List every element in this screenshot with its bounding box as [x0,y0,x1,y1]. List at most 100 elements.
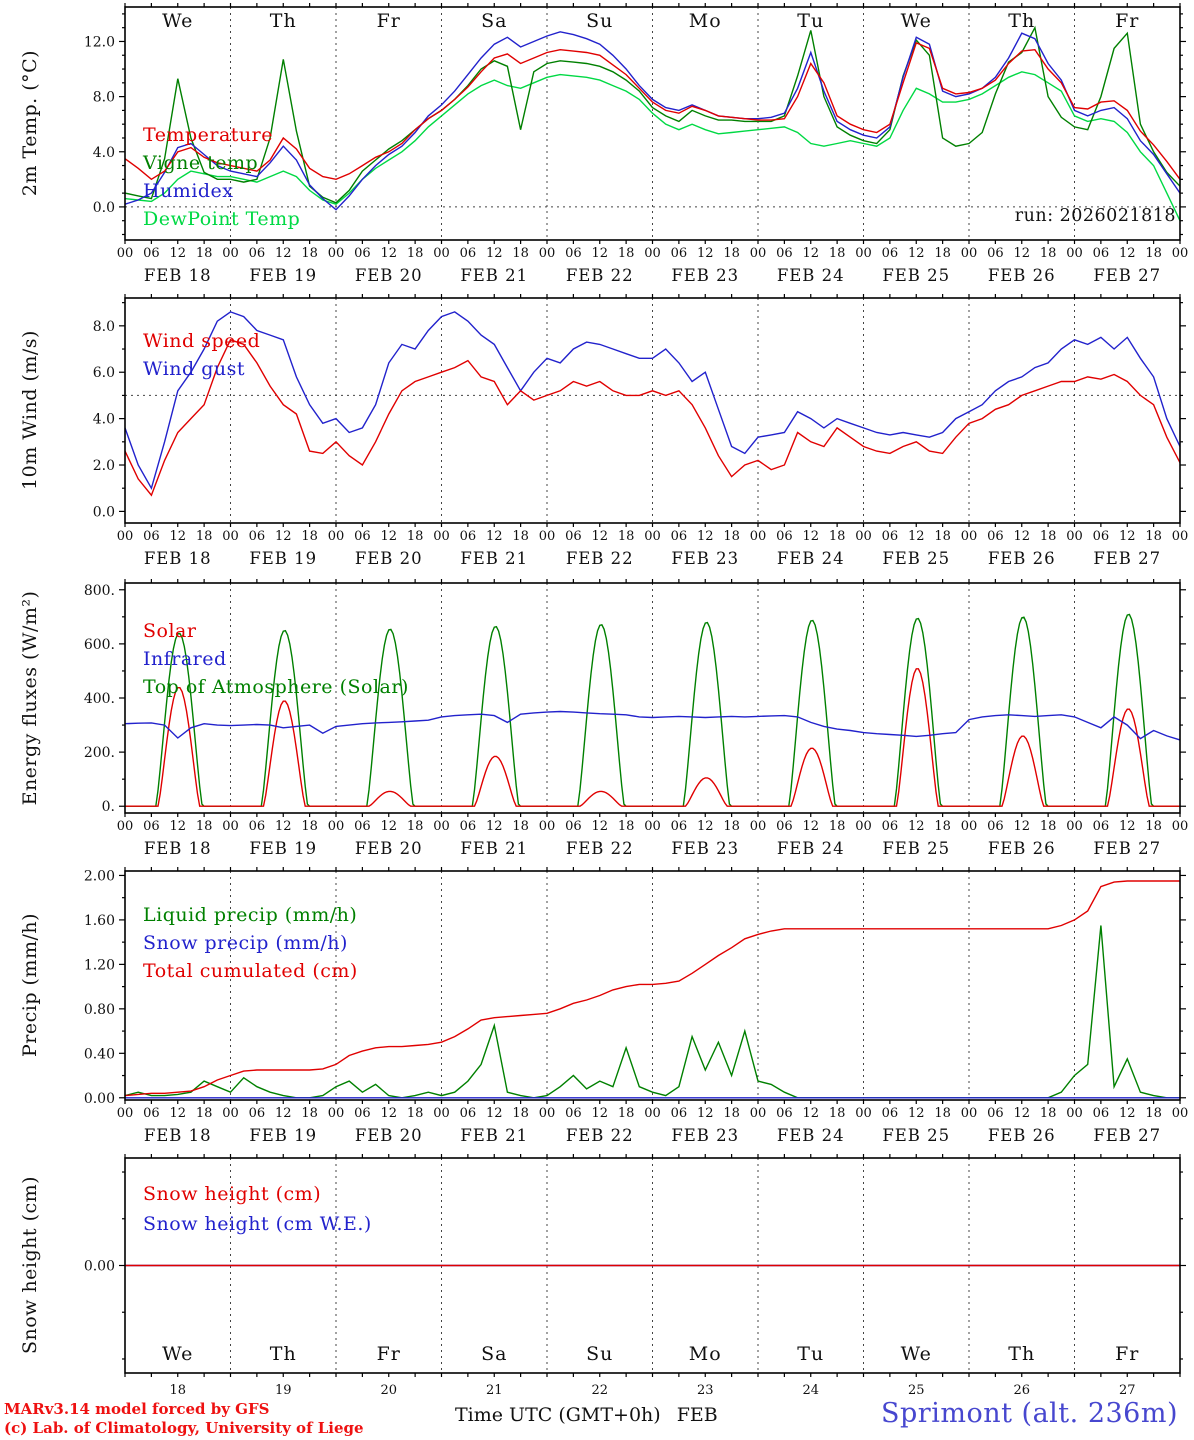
panel-temp: 0.0 4.0 8.0 12.0 00 06 12 18 00 06 12 18 00 06 12 18 00 0… [84,3,1188,285]
panel-snow: 0.00 18 19 20 21 22 23 24 25 26 27 We Th Fr Sa Su Mo Tu We… [84,1154,1186,1398]
y-tick-label: 4.0 [93,412,115,428]
x-tick-label: 06 [565,1106,582,1121]
x-tick-label: 12 [591,246,608,261]
footer-model-credit: MARv3.14 model forced by GFS [4,1400,270,1418]
day-name-label: Su [586,10,613,32]
day-name-label: Fr [377,10,401,32]
x-tick-label: 06 [143,819,160,834]
x-tick-label: 12 [169,1106,186,1121]
y-tick-label: 800. [84,583,115,599]
y-axis-title-energy: Energy fluxes (W/m²) [19,590,41,806]
x-tick-label: 06 [671,246,688,261]
date-label: FEB 25 [882,549,950,568]
x-tick-label: 06 [143,529,160,544]
plot-frame [124,297,1181,524]
date-label: FEB 22 [566,839,634,858]
infrared-line [124,710,1181,741]
x-tick-label: 00 [1172,529,1189,544]
date-label: FEB 22 [566,549,634,568]
y-axis-title-snow: Snow height (cm) [19,1175,41,1355]
x-tick-label: 18 [1145,246,1162,261]
day-name-label: We [901,1343,932,1365]
x-tick-label: 06 [565,246,582,261]
date-label: FEB 24 [777,266,845,285]
date-label: FEB 20 [355,266,423,285]
x-tick-label: 12 [275,529,292,544]
date-label: FEB 27 [1093,839,1161,858]
day-number-label: 25 [908,1383,925,1398]
y-tick-label: 1.20 [84,957,115,973]
plot-frame [124,870,1181,1101]
x-tick-label: 18 [301,529,318,544]
x-tick-label: 00 [644,1106,661,1121]
x-tick-label: 06 [776,1106,793,1121]
x-tick-label: 18 [196,819,213,834]
day-number-label: 23 [697,1383,714,1398]
date-label: FEB 20 [355,549,423,568]
day-number-label: 18 [169,1383,186,1398]
x-tick-label: 12 [1119,529,1136,544]
date-label: FEB 19 [249,549,317,568]
date-label: FEB 21 [460,549,528,568]
x-tick-label: 06 [460,819,477,834]
x-tick-label: 18 [407,1106,424,1121]
x-tick-label: 00 [750,1106,767,1121]
x-tick-label: 12 [275,819,292,834]
x-tick-label: 00 [328,246,345,261]
day-name-label: Mo [689,10,722,32]
x-tick-label: 00 [1066,819,1083,834]
x-tick-label: 06 [776,819,793,834]
day-name-label: Mo [689,1343,722,1365]
x-tick-label: 00 [433,1106,450,1121]
date-label: FEB 22 [566,1126,634,1145]
x-tick-label: 12 [591,529,608,544]
x-tick-label: 00 [433,246,450,261]
x-tick-label: 06 [565,529,582,544]
x-tick-label: 12 [1119,819,1136,834]
y-tick-label: 8.0 [93,319,115,335]
day-name-label: Su [586,1343,613,1365]
y-tick-label: 0.0 [93,200,115,216]
x-tick-label: 00 [750,529,767,544]
x-tick-label: 18 [407,246,424,261]
x-tick-label: 12 [275,1106,292,1121]
x-tick-label: 12 [169,246,186,261]
panel-energy: 0. 200. 400. 600. 800. 00 06 12 18 00 06 12 18 00 06 12… [84,579,1188,858]
x-tick-label: 00 [961,1106,978,1121]
day-number-label: 27 [1119,1383,1136,1398]
x-tick-label: 12 [591,1106,608,1121]
x-tick-label: 06 [882,819,899,834]
x-tick-label: 18 [723,819,740,834]
date-label: FEB 18 [144,549,212,568]
x-tick-label: 18 [512,819,529,834]
date-label: FEB 27 [1093,549,1161,568]
date-label: FEB 26 [988,549,1056,568]
x-tick-label: 00 [1066,246,1083,261]
x-tick-label: 00 [750,246,767,261]
x-tick-label: 18 [934,529,951,544]
x-tick-label: 12 [380,1106,397,1121]
x-tick-label: 12 [1013,1106,1030,1121]
date-label: FEB 25 [882,839,950,858]
y-tick-label: 0.80 [84,1002,115,1018]
x-tick-label: 06 [354,819,371,834]
x-tick-label: 18 [512,529,529,544]
day-number-label: 19 [275,1383,292,1398]
x-tick-label: 18 [934,246,951,261]
x-tick-label: 00 [328,819,345,834]
x-tick-label: 06 [354,246,371,261]
y-tick-label: 4.0 [93,145,115,161]
x-tick-label: 12 [380,529,397,544]
y-tick-label: 600. [84,637,115,653]
x-tick-label: 18 [934,1106,951,1121]
x-tick-label: 00 [855,819,872,834]
x-tick-label: 06 [987,529,1004,544]
legend-wind-speed: Wind speed [143,330,261,352]
x-tick-label: 06 [249,1106,266,1121]
legend-temperature: Temperature [143,124,273,146]
x-tick-label: 06 [354,1106,371,1121]
x-tick-label: 18 [512,1106,529,1121]
dewpoint-temp-line [124,71,1181,222]
x-tick-label: 06 [1093,246,1110,261]
